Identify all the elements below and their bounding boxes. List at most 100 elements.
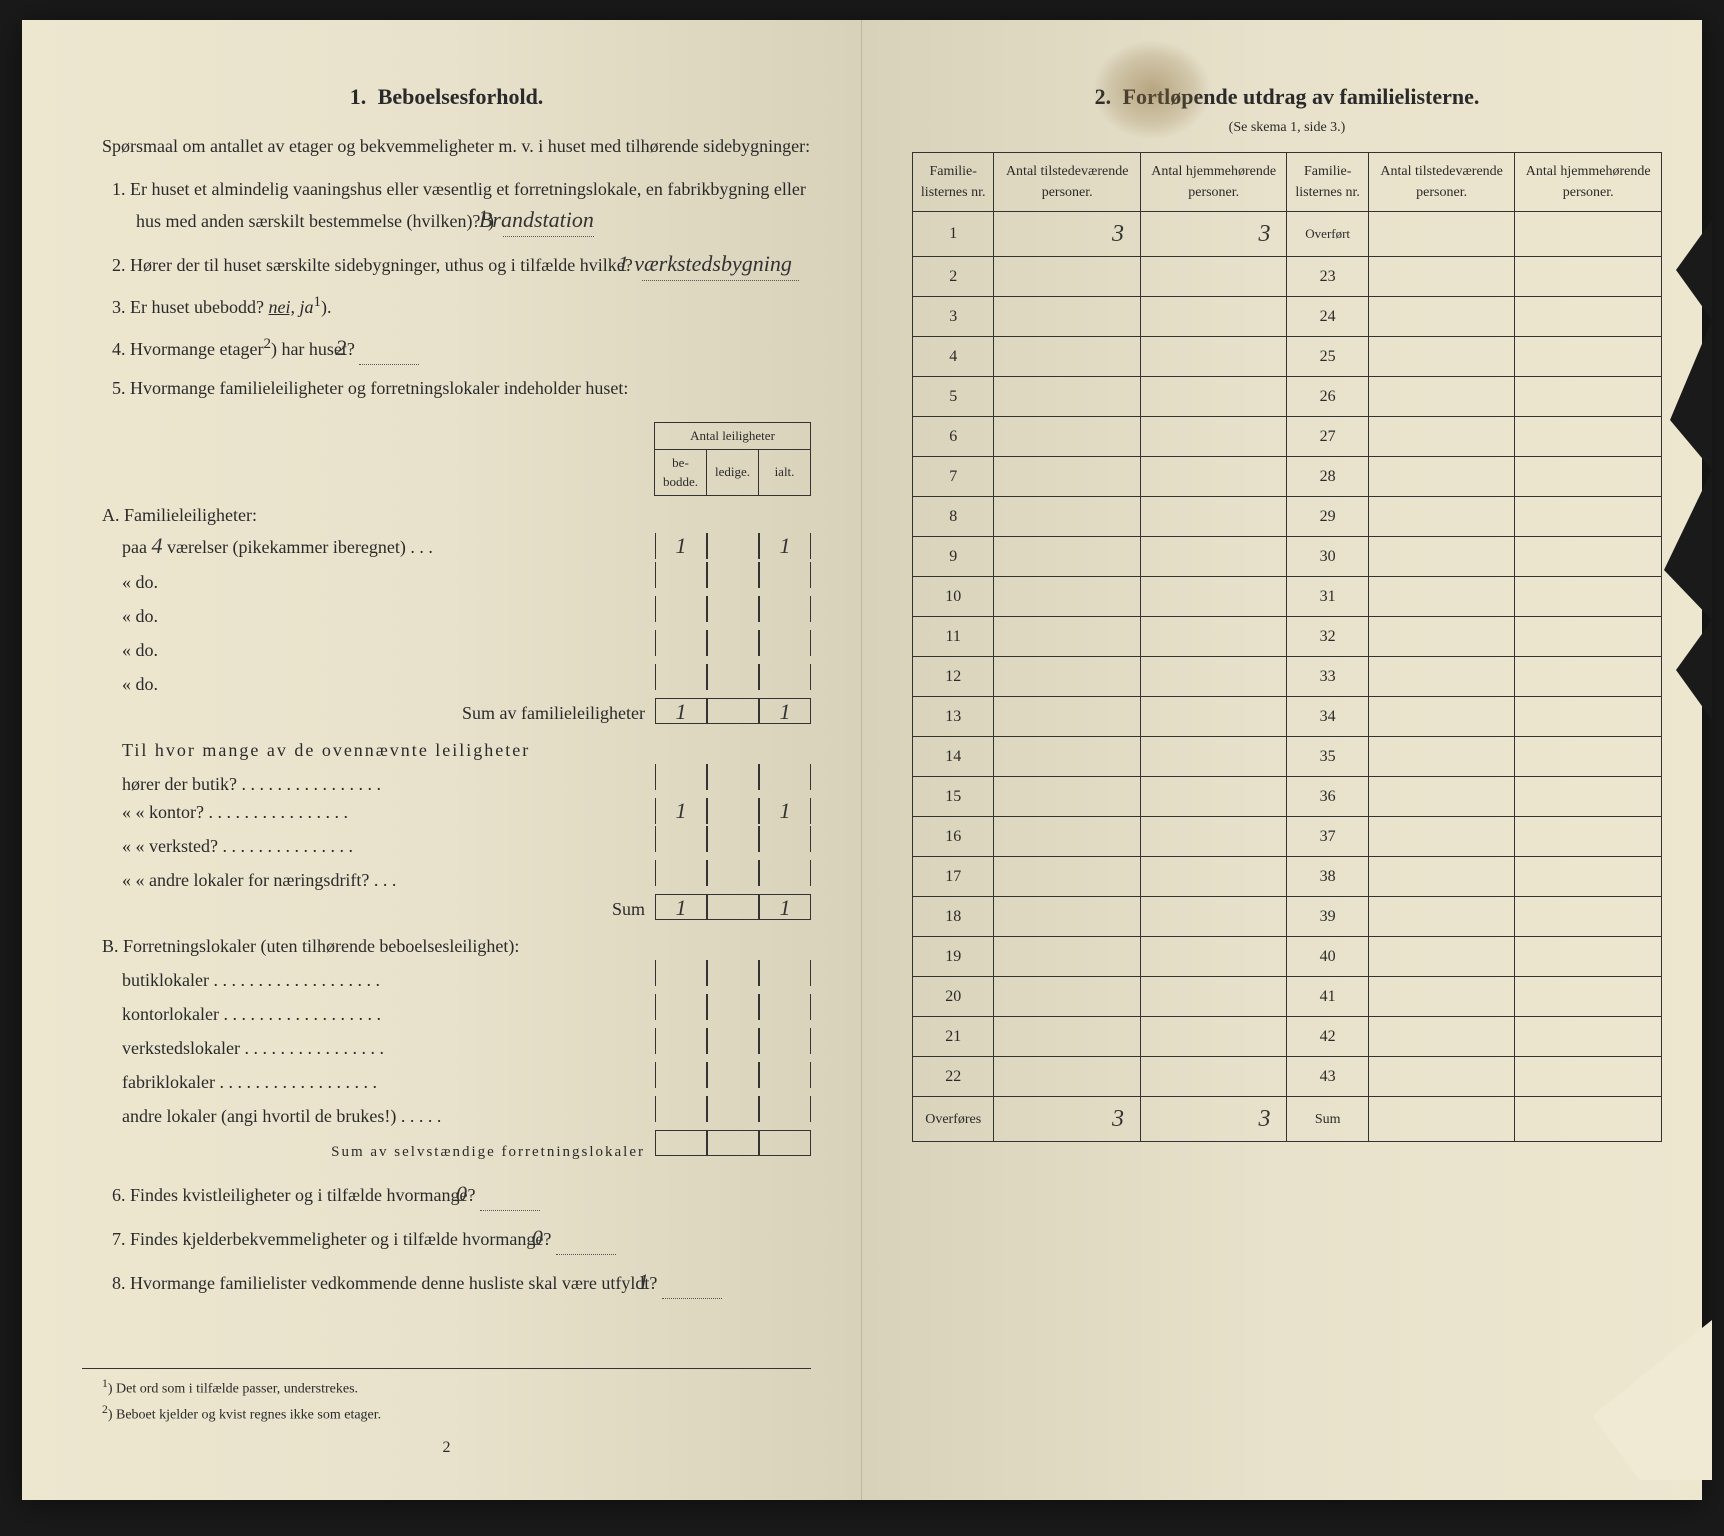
q3-ja: ja <box>299 297 313 317</box>
a-sum-c3: 1 <box>759 698 811 724</box>
q3-text: Er huset ubebodd? <box>130 297 264 317</box>
apt-col-ledige: ledige. <box>706 449 758 495</box>
question-list: 1. Er huset et almindelig vaaningshus el… <box>82 176 811 402</box>
q2-text: Hører der til huset særskilte sidebygnin… <box>130 255 633 275</box>
q5-text: Hvormange familieleiligheter og forretni… <box>130 378 628 398</box>
question-list-2: 6. Findes kvistleiligheter og i tilfælde… <box>82 1177 811 1299</box>
apt-header: Antal leiligheter <box>654 423 810 450</box>
reg-row: 19 40 <box>913 937 1662 977</box>
stain-mark <box>1092 40 1212 140</box>
apt-col-ialt: ialt. <box>759 449 811 495</box>
q4-text: Hvormange etager <box>130 339 263 359</box>
apt-col-bebodde: be- bodde. <box>654 449 706 495</box>
reg-row: 3 24 <box>913 297 1662 337</box>
q4: 4. Hvormange etager2) har huset? 2 <box>112 331 811 365</box>
intro-text: Spørsmaal om antallet av etager og bekve… <box>82 133 811 160</box>
b-sum-row: Sum av selvstændige forretningslokaler <box>82 1130 811 1164</box>
reg-row: 11 32 <box>913 617 1662 657</box>
a-mid-sum-row: Sum 1 1 <box>82 894 811 923</box>
q6-answer: 0 <box>480 1177 540 1211</box>
a-mid-sum-c3: 1 <box>759 894 811 920</box>
reg-footer-right-b <box>1515 1097 1662 1142</box>
q1-answer: Brandstation <box>503 203 594 237</box>
q8: 8. Hvormange familielister vedkommende d… <box>112 1265 811 1299</box>
reg-row: 20 41 <box>913 977 1662 1017</box>
q1: 1. Er huset et almindelig vaaningshus el… <box>112 176 811 237</box>
a-mid-sum-label: Sum <box>82 896 655 923</box>
reg-footer-left-b: 3 <box>1140 1097 1287 1142</box>
a-sum-label: Sum av familieleiligheter <box>82 700 655 727</box>
fn2-text: Beboet kjelder og kvist regnes ikke som … <box>116 1408 381 1423</box>
reg-row: 9 30 <box>913 537 1662 577</box>
b-row: verkstedslokaler . . . . . . . . . . . .… <box>82 1028 811 1062</box>
a-sum-c2 <box>707 698 759 724</box>
q7: 7. Findes kjelderbekvemmeligheter og i t… <box>112 1221 811 1255</box>
section-1-title: Beboelsesforhold. <box>378 84 544 109</box>
reg-row: 14 35 <box>913 737 1662 777</box>
a-row: « do. <box>82 596 811 630</box>
section-b-title: B. Forretningslokaler (uten tilhørende b… <box>82 933 811 960</box>
reg-row: 2 23 <box>913 257 1662 297</box>
reg-row: 7 28 <box>913 457 1662 497</box>
q4-sup: 2 <box>263 336 271 352</box>
reg-row: 12 33 <box>913 657 1662 697</box>
reg-col-2: Antal tilstedeværende personer. <box>994 153 1141 212</box>
reg-col-5: Antal tilstedeværende personer. <box>1368 153 1515 212</box>
a-row: paa 4 værelser (pikekammer iberegnet) . … <box>82 529 811 562</box>
reg-row: 16 37 <box>913 817 1662 857</box>
a-row: « do. <box>82 664 811 698</box>
reg-row: 4 25 <box>913 337 1662 377</box>
section-2-heading: 2. Fortløpende utdrag av familielisterne… <box>912 80 1662 113</box>
b-sum-c3 <box>759 1130 811 1156</box>
torn-corner <box>1592 1320 1712 1480</box>
footnotes: 1) Det ord som i tilfælde passer, unders… <box>82 1368 811 1460</box>
reg-col-1: Familie- listernes nr. <box>913 153 994 212</box>
reg-col-4: Familie- listernes nr. <box>1287 153 1368 212</box>
reg-footer-right-label: Sum <box>1287 1097 1368 1142</box>
section-a-title: A. Familieleiligheter: <box>82 502 811 529</box>
page-number: 2 <box>82 1436 811 1460</box>
q7-text: Findes kjelderbekvemmeligheter og i tilf… <box>130 1229 551 1249</box>
reg-row: 13 34 <box>913 697 1662 737</box>
a-mid-text: Til hvor mange av de ovennævnte leilighe… <box>82 737 811 764</box>
q7-answer: 0 <box>556 1221 616 1255</box>
reg-row: 22 43 <box>913 1057 1662 1097</box>
a-mid-sum-c1: 1 <box>655 894 707 920</box>
a-mid-row: « « andre lokaler for næringsdrift? . . … <box>82 860 811 894</box>
q6: 6. Findes kvistleiligheter og i tilfælde… <box>112 1177 811 1211</box>
q6-text: Findes kvistleiligheter og i tilfælde hv… <box>130 1185 475 1205</box>
apartments-block: Antal leiligheter be- bodde. ledige. ial… <box>82 412 811 1163</box>
fn1-text: Det ord som i tilfælde passer, understre… <box>116 1381 358 1396</box>
reg-row: 18 39 <box>913 897 1662 937</box>
left-page: 1. Beboelsesforhold. Spørsmaal om antall… <box>22 20 862 1500</box>
b-row: andre lokaler (angi hvortil de brukes!) … <box>82 1096 811 1130</box>
reg-col-3: Antal hjemmehørende personer. <box>1140 153 1287 212</box>
b-row: fabriklokaler . . . . . . . . . . . . . … <box>82 1062 811 1096</box>
b-row: butiklokaler . . . . . . . . . . . . . .… <box>82 960 811 994</box>
b-sum-label: Sum av selvstændige forretningslokaler <box>82 1141 655 1164</box>
footnote-1: 1) Det ord som i tilfælde passer, unders… <box>82 1375 811 1400</box>
apt-header-table: Antal leiligheter be- bodde. ledige. ial… <box>654 422 811 496</box>
reg-footer-left-a: 3 <box>994 1097 1141 1142</box>
q2: 2. Hører der til huset særskilte sidebyg… <box>112 247 811 281</box>
q8-answer: 1 <box>662 1265 722 1299</box>
a-mid-row: hører der butik? . . . . . . . . . . . .… <box>82 764 811 798</box>
a-row: « do. <box>82 562 811 596</box>
a-row: « do. <box>82 630 811 664</box>
a-mid-row: « « verksted? . . . . . . . . . . . . . … <box>82 826 811 860</box>
right-page: 2. Fortløpende utdrag av familielisterne… <box>862 20 1702 1500</box>
q2-answer: 1 værkstedsbygning <box>642 247 800 281</box>
reg-row: 5 26 <box>913 377 1662 417</box>
reg-row: 1 3 3 Overført <box>913 212 1662 257</box>
reg-row: 15 36 <box>913 777 1662 817</box>
reg-row: 10 31 <box>913 577 1662 617</box>
q4-answer: 2 <box>359 331 419 365</box>
q8-text: Hvormange familielister vedkommende denn… <box>130 1273 657 1293</box>
q3: 3. Er huset ubebodd? nei, ja1). <box>112 291 811 321</box>
reg-row: 6 27 <box>913 417 1662 457</box>
q3-nei: nei, <box>268 297 295 317</box>
register-table: Familie- listernes nr. Antal tilstedevær… <box>912 152 1662 1142</box>
reg-row: 17 38 <box>913 857 1662 897</box>
reg-row: 8 29 <box>913 497 1662 537</box>
b-row: kontorlokaler . . . . . . . . . . . . . … <box>82 994 811 1028</box>
